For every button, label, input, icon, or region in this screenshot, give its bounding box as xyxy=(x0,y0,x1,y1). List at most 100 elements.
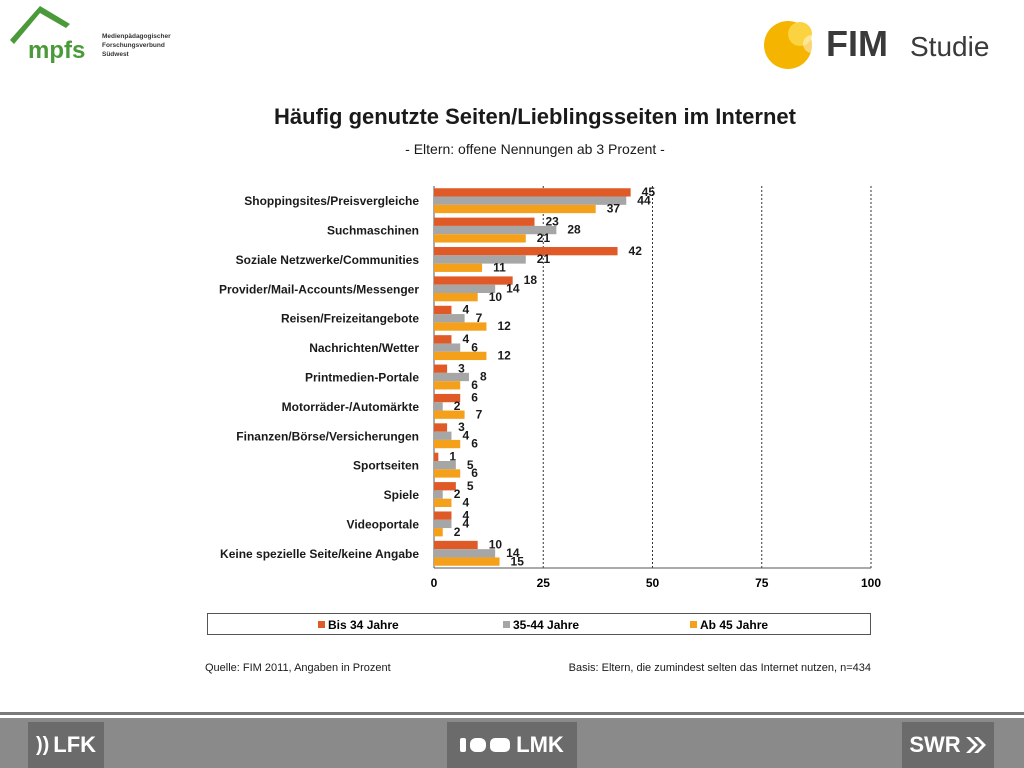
data-label: 6 xyxy=(471,378,478,392)
data-label: 28 xyxy=(567,223,581,237)
data-label: 21 xyxy=(537,231,551,245)
legend-swatch-35-44 xyxy=(503,621,510,628)
data-label: 1 xyxy=(449,450,456,464)
category-label: Spiele xyxy=(384,488,420,502)
data-label: 8 xyxy=(480,370,487,384)
swr-logo-text: SWR xyxy=(909,732,961,757)
legend-item-bis-34: Bis 34 Jahre xyxy=(318,618,399,632)
lfk-logo-text: LFK xyxy=(53,732,97,757)
mpfs-sub-line-3: Südwest xyxy=(102,51,130,58)
legend-item-35-44: 35-44 Jahre xyxy=(503,618,579,632)
data-label: 37 xyxy=(607,202,621,216)
mpfs-sub-line-1: Medienpädagogischer xyxy=(102,33,171,40)
data-label: 6 xyxy=(471,340,478,354)
bar xyxy=(434,423,448,432)
bar xyxy=(434,469,461,478)
category-label: Finanzen/Börse/Versicherungen xyxy=(236,429,419,443)
legend-label-ab-45: Ab 45 Jahre xyxy=(700,618,769,632)
footer-divider xyxy=(0,712,1024,715)
bar xyxy=(434,452,439,462)
data-label: 42 xyxy=(629,244,643,258)
category-label: Keine spezielle Seite/keine Angabe xyxy=(220,547,419,561)
x-tick-label: 0 xyxy=(431,576,438,590)
category-label: Nachrichten/Wetter xyxy=(309,341,419,355)
legend-item-ab-45: Ab 45 Jahre xyxy=(690,618,768,632)
bar xyxy=(434,402,443,411)
bar xyxy=(434,234,526,243)
mpfs-roof-icon xyxy=(10,6,70,44)
lfk-logo: )) LFK xyxy=(28,722,104,768)
data-label: 4 xyxy=(462,517,469,531)
bar xyxy=(434,322,487,331)
category-label: Provider/Mail-Accounts/Messenger xyxy=(219,282,419,296)
bar xyxy=(434,335,452,344)
data-label: 10 xyxy=(489,290,503,304)
bar xyxy=(434,364,448,373)
bar xyxy=(434,305,452,315)
bar xyxy=(434,431,452,440)
data-label: 7 xyxy=(476,407,483,421)
bar xyxy=(434,351,487,361)
fim-studie-logo: FIM Studie xyxy=(764,21,989,69)
legend-swatch-bis-34 xyxy=(318,621,325,628)
data-label: 23 xyxy=(546,214,560,228)
category-label: Videoportale xyxy=(347,517,420,531)
category-label: Shoppingsites/Preisvergleiche xyxy=(244,194,419,208)
data-label: 6 xyxy=(471,437,478,451)
category-label: Suchmaschinen xyxy=(327,224,419,238)
bar xyxy=(434,188,631,197)
mpfs-logo-text: mpfs xyxy=(28,37,85,64)
data-label: 45 xyxy=(642,185,656,199)
data-label: 3 xyxy=(458,361,465,375)
bar xyxy=(434,381,461,390)
chart-legend: Bis 34 Jahre 35-44 Jahre Ab 45 Jahre xyxy=(207,613,871,635)
bar xyxy=(434,284,496,293)
data-label: 6 xyxy=(471,391,478,405)
lmk-logo-text: LMK xyxy=(516,732,564,757)
data-label: 14 xyxy=(506,546,520,560)
lmk-logo: LMK xyxy=(447,722,577,768)
data-label: 2 xyxy=(454,525,461,539)
bar xyxy=(434,410,465,419)
fim-logo-bold: FIM xyxy=(826,23,888,64)
category-label: Reisen/Freizeitangebote xyxy=(281,312,419,326)
bar xyxy=(434,204,596,214)
lmk-logo-mark-icon xyxy=(460,738,511,752)
data-label: 21 xyxy=(537,252,551,266)
bar xyxy=(434,263,483,272)
legend-swatch-ab-45 xyxy=(690,621,697,628)
chart-subtitle: - Eltern: offene Nennungen ab 3 Prozent … xyxy=(405,141,665,157)
data-label: 5 xyxy=(467,479,474,493)
swr-chevrons-icon xyxy=(965,737,986,753)
bar xyxy=(434,276,513,285)
bar xyxy=(434,372,469,382)
bar xyxy=(434,461,456,470)
bar xyxy=(434,196,627,205)
bar xyxy=(434,393,461,403)
data-label: 4 xyxy=(462,428,469,442)
data-label: 2 xyxy=(454,399,461,413)
data-label: 4 xyxy=(462,495,469,509)
data-label: 4 xyxy=(462,303,469,317)
bar xyxy=(434,255,526,264)
chart-title: Häufig genutzte Seiten/Lieblingsseiten i… xyxy=(274,104,796,129)
data-label: 44 xyxy=(637,193,651,207)
data-label: 14 xyxy=(506,281,520,295)
bar-chart: 0 25 50 75 100Shoppingsites/Preisvergleiche4… xyxy=(219,185,881,590)
data-label: 12 xyxy=(497,349,511,363)
bar xyxy=(434,490,443,499)
bar xyxy=(434,557,500,566)
data-label: 2 xyxy=(454,487,461,501)
legend-label-bis-34: Bis 34 Jahre xyxy=(328,618,399,632)
category-label: Printmedien-Portale xyxy=(305,371,419,385)
data-label: 3 xyxy=(458,420,465,434)
bar xyxy=(434,511,452,520)
category-label: Motorräder-/Automärkte xyxy=(282,400,420,414)
data-label: 7 xyxy=(476,311,483,325)
source-note: Quelle: FIM 2011, Angaben in Prozent xyxy=(205,662,391,674)
bar xyxy=(434,482,456,491)
bar xyxy=(434,343,461,352)
data-label: 5 xyxy=(467,458,474,472)
bar xyxy=(434,498,452,507)
bar xyxy=(434,549,496,558)
